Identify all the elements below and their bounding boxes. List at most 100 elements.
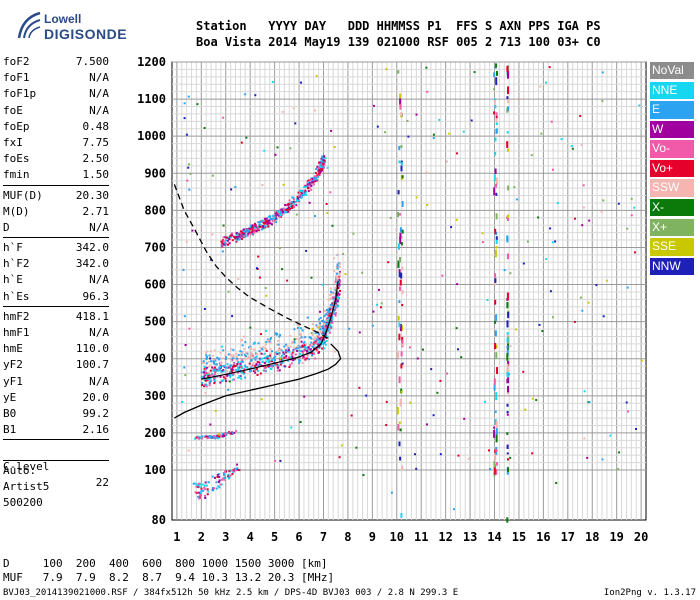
separator	[3, 237, 109, 239]
echo-point	[220, 478, 223, 481]
echo-point	[222, 365, 225, 367]
noise-point	[509, 345, 512, 348]
echo-point	[235, 369, 237, 372]
clutter-point	[399, 93, 402, 102]
echo-point	[256, 374, 259, 376]
x-tick-label: 10	[390, 530, 404, 544]
clutter-point	[494, 137, 497, 142]
noise-point	[425, 66, 428, 69]
echo-point	[207, 481, 210, 484]
noise-point	[515, 198, 518, 201]
noise-point	[409, 401, 412, 404]
echo-point	[298, 199, 301, 202]
echo-point	[264, 357, 267, 360]
clutter-point	[401, 325, 403, 331]
echo-point	[336, 296, 339, 299]
clutter-point	[495, 128, 498, 134]
echo-point	[267, 355, 270, 358]
clutter-point	[401, 266, 404, 271]
echo-point	[204, 368, 207, 371]
echo-point	[220, 361, 223, 364]
echo-point	[255, 230, 258, 232]
clutter-point	[399, 213, 401, 216]
echo-point	[248, 231, 251, 234]
echo-point	[227, 475, 229, 478]
echo-point	[322, 159, 325, 162]
echo-point	[311, 343, 314, 346]
noise-point	[264, 287, 267, 289]
echo-point	[320, 338, 323, 341]
param-name: C-level	[3, 459, 50, 473]
echo-point	[261, 357, 264, 360]
echo-point	[253, 348, 256, 351]
noise-point	[626, 227, 629, 230]
noise-point	[432, 133, 435, 136]
echo-point	[194, 482, 197, 485]
echo-point	[239, 232, 242, 235]
noise-point	[188, 163, 190, 166]
noise-point	[358, 386, 361, 389]
noise-point	[526, 240, 529, 243]
param-value: 100.7	[75, 358, 109, 372]
clutter-point	[507, 148, 509, 152]
echo-point	[228, 470, 231, 473]
echo-point	[315, 168, 318, 171]
separator	[3, 305, 109, 307]
noise-point	[228, 380, 231, 383]
echo-point	[335, 275, 338, 278]
echo-point	[212, 369, 215, 372]
echo-point	[301, 350, 304, 353]
noise-point	[588, 401, 591, 403]
clutter-point	[507, 467, 509, 472]
echo-point	[244, 235, 247, 238]
echo-point	[323, 324, 326, 327]
echo-point	[220, 371, 223, 374]
echo-point	[198, 491, 201, 494]
echo-point	[239, 375, 242, 378]
echo-point	[238, 469, 241, 472]
clutter-point	[400, 165, 403, 172]
clutter-point	[401, 339, 404, 348]
noise-point	[380, 302, 383, 305]
echo-point	[203, 374, 206, 377]
echo-point	[244, 376, 247, 379]
clutter-point	[496, 71, 498, 76]
echo-point	[238, 375, 241, 378]
echo-point	[259, 220, 262, 223]
clutter-point	[397, 70, 400, 74]
echo-point	[326, 319, 329, 322]
clutter-point	[400, 145, 403, 148]
noise-point	[365, 394, 368, 397]
echo-point	[308, 336, 311, 339]
clutter-point	[397, 212, 399, 218]
noise-point	[581, 309, 584, 312]
echo-point	[203, 486, 206, 489]
clutter-point	[398, 322, 401, 328]
echo-point	[330, 325, 333, 328]
echo-point	[202, 483, 204, 486]
echo-point	[245, 355, 248, 358]
param-value: 1.50	[82, 168, 110, 182]
echo-point	[265, 341, 268, 343]
echo-point	[232, 369, 235, 371]
param-name: fxI	[3, 135, 23, 149]
echo-point	[334, 309, 337, 312]
noise-point	[319, 310, 321, 313]
echo-point	[267, 365, 270, 368]
echo-point	[266, 338, 269, 341]
echo-point	[283, 210, 286, 213]
echo-point	[269, 348, 272, 350]
clutter-point	[398, 160, 401, 164]
noise-point	[281, 110, 284, 113]
legend-item-xplus: X+	[650, 218, 694, 237]
echo-point	[213, 362, 216, 365]
echo-point	[265, 348, 267, 351]
noise-point	[430, 368, 433, 371]
echo-point	[237, 366, 240, 369]
echo-point	[318, 335, 321, 338]
noise-point	[254, 94, 257, 97]
echo-point	[303, 193, 305, 196]
echo-point	[307, 190, 310, 192]
echo-point	[277, 354, 280, 356]
echo-point	[203, 484, 206, 487]
